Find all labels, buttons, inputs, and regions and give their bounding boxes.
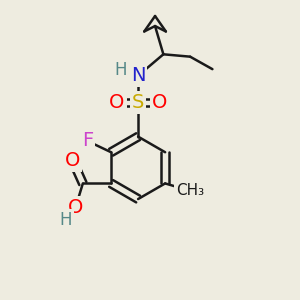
Text: O: O <box>65 151 80 170</box>
Text: CH₃: CH₃ <box>176 183 205 198</box>
Text: F: F <box>82 131 93 150</box>
Text: O: O <box>109 93 124 112</box>
Text: H: H <box>60 211 72 229</box>
Text: H: H <box>115 61 127 79</box>
Text: S: S <box>132 93 144 112</box>
Text: O: O <box>68 198 83 217</box>
Text: O: O <box>152 93 167 112</box>
Text: N: N <box>131 66 146 85</box>
